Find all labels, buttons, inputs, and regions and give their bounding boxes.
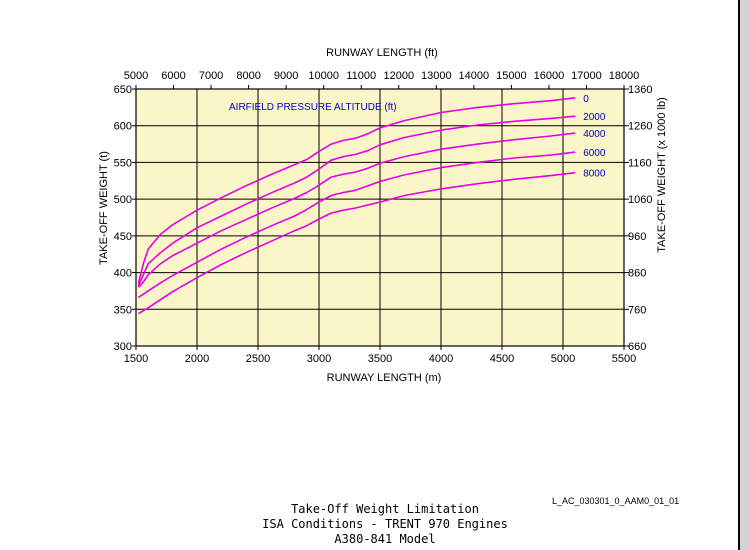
top-tick-label: 8000 [236,70,260,82]
reference-code: L_AC_030301_0_AAM0_01_01 [552,496,680,506]
left-tick-label: 350 [114,304,132,316]
series-label-8000: 8000 [583,169,606,180]
series-line-2000 [137,115,576,287]
series-label-4000: 4000 [583,129,606,140]
right-tick-label: 1360 [628,84,652,96]
series-label-6000: 6000 [583,148,606,159]
right-tick-label: 760 [628,304,646,316]
top-tick-label: 14000 [459,70,490,82]
bottom-tick-label: 4000 [429,353,453,365]
top-tick-label: 16000 [534,70,565,82]
bottom-tick-label: 2000 [185,353,209,365]
right-axis-title: TAKE-OFF WEIGHT (x 1000 lb) [656,97,668,252]
top-tick-label: 15000 [496,70,527,82]
series-group: 0 2000 4000 6000 8000 [137,94,606,315]
window-right-border [738,0,750,550]
left-tick-label: 300 [114,341,132,353]
series-line-4000 [137,132,576,288]
left-tick-label: 550 [114,157,132,169]
top-tick-label: 17000 [571,70,602,82]
bottom-tick-label: 4500 [490,353,514,365]
top-tick-label: 12000 [383,70,414,82]
bottom-tick-label: 5000 [551,353,575,365]
caption-line-1: Take-Off Weight Limitation [291,502,479,516]
legend-title: AIRFIELD PRESSURE ALTITUDE (ft) [229,102,397,113]
right-tick-label: 860 [628,268,646,280]
right-tick-label: 1160 [628,157,652,169]
bottom-tick-label: 5500 [612,353,636,365]
top-tick-label: 6000 [161,70,185,82]
left-tick-label: 400 [114,268,132,280]
top-tick-label: 11000 [346,70,376,82]
right-tick-label: 1260 [628,121,652,133]
right-tick-label: 660 [628,341,646,353]
left-axis-title: TAKE-OFF WEIGHT (t) [98,151,110,265]
left-tick-label: 650 [114,84,132,96]
right-tick-label: 960 [628,231,646,243]
caption-line-3: A380-841 Model [334,532,436,546]
top-axis-title: RUNWAY LENGTH (ft) [326,47,438,59]
series-line-8000 [137,171,576,315]
left-tick-label: 600 [114,121,132,133]
bottom-tick-label: 2500 [246,353,270,365]
bottom-tick-label: 1500 [124,353,148,365]
right-tick-label: 1060 [628,194,652,206]
series-line-0 [137,97,576,284]
top-tick-label: 18000 [609,70,640,82]
top-tick-label: 13000 [421,70,452,82]
axes-text: 1500 2000 2500 3000 3500 4000 4500 5000 55003003… [114,70,653,365]
left-tick-label: 500 [114,194,132,206]
top-tick-label: 7000 [199,70,223,82]
top-tick-label: 10000 [308,70,339,82]
caption-line-2: ISA Conditions - TRENT 970 Engines [262,517,508,531]
plot-frame [135,88,625,347]
left-tick-label: 450 [114,231,132,243]
top-tick-label: 5000 [124,70,148,82]
series-label-2000: 2000 [583,112,606,123]
bottom-tick-label: 3500 [368,353,392,365]
bottom-axis-title: RUNWAY LENGTH (m) [327,372,442,384]
series-label-0: 0 [583,94,589,105]
bottom-tick-label: 3000 [307,353,331,365]
takeoff-weight-chart: 0 2000 4000 6000 8000 1500 2000 2500 3000 3500 40… [98,47,668,384]
top-tick-label: 9000 [274,70,298,82]
series-line-6000 [137,151,576,299]
